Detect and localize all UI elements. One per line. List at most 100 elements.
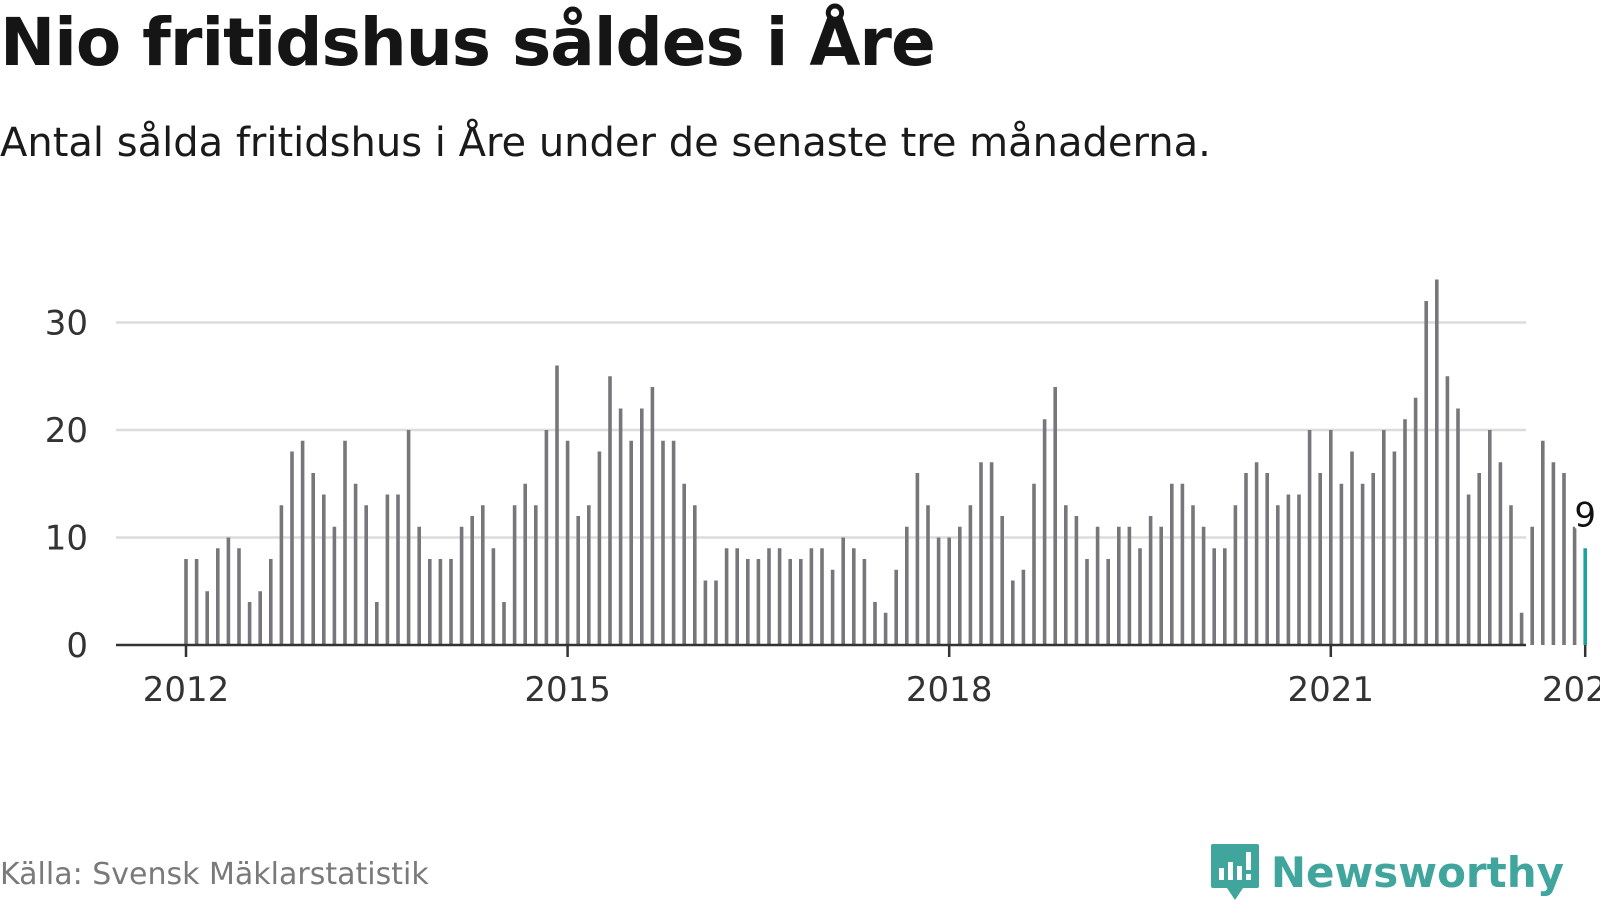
x-tick-label: 2023	[1542, 670, 1600, 710]
bar	[290, 451, 294, 645]
highlight-value-label: 9	[1574, 495, 1596, 535]
bar	[300, 440, 305, 645]
bar	[629, 440, 633, 645]
bar	[1413, 397, 1418, 645]
x-tick-label: 2012	[143, 670, 230, 710]
x-tick-label: 2015	[524, 670, 611, 710]
bar	[862, 559, 867, 645]
bar	[1085, 559, 1089, 645]
bar	[237, 548, 241, 645]
bar	[1339, 483, 1344, 645]
bar	[1509, 505, 1513, 645]
bar	[1159, 526, 1163, 645]
bar	[947, 537, 951, 645]
bar	[1435, 279, 1439, 645]
bar	[724, 548, 729, 645]
bar	[396, 494, 400, 645]
bar	[406, 430, 411, 645]
bar	[968, 505, 973, 645]
bar	[194, 559, 199, 645]
y-tick-label: 20	[45, 411, 88, 451]
bar	[1106, 559, 1110, 645]
y-tick-label: 10	[45, 519, 88, 559]
x-tick-label: 2018	[906, 670, 993, 710]
bar	[438, 559, 443, 645]
bar	[799, 559, 803, 645]
bar-highlight	[1583, 548, 1587, 645]
bar	[1382, 430, 1386, 645]
bar	[544, 430, 549, 645]
bar	[703, 580, 708, 645]
bar	[1392, 451, 1397, 645]
bar	[926, 505, 930, 645]
bar	[481, 505, 485, 645]
bar	[364, 505, 368, 645]
bar	[1551, 462, 1556, 645]
bar	[661, 440, 665, 645]
bar	[883, 612, 888, 645]
bar	[343, 440, 347, 645]
bar	[682, 483, 686, 645]
bar	[820, 548, 824, 645]
bar	[894, 569, 898, 645]
bar	[1403, 419, 1407, 645]
bar	[1244, 473, 1248, 645]
bar	[905, 526, 909, 645]
bar	[936, 537, 941, 645]
bar	[1042, 419, 1047, 645]
bar	[1297, 494, 1301, 645]
bar	[459, 526, 464, 645]
bar	[1117, 526, 1121, 645]
bar	[788, 559, 792, 645]
labels: 0 10 20 30 2012 2015 2018 2021 2023 9	[45, 304, 1600, 711]
bar	[1095, 526, 1100, 645]
bar	[205, 591, 209, 645]
bar	[576, 516, 580, 645]
bar	[491, 548, 496, 645]
y-tick-label: 0	[66, 626, 88, 666]
bar	[767, 548, 771, 645]
bar	[1201, 526, 1206, 645]
bar	[671, 440, 676, 645]
bar	[1456, 408, 1460, 645]
bar	[650, 387, 655, 645]
bar	[1032, 483, 1036, 645]
bar	[247, 602, 252, 645]
bar	[311, 473, 315, 645]
brand-logo: Newsworthy	[1209, 842, 1564, 902]
bar	[1318, 473, 1322, 645]
bar	[1477, 473, 1481, 645]
gridlines	[116, 321, 1526, 539]
bar	[1329, 430, 1333, 645]
bar	[1276, 505, 1280, 645]
bar	[555, 365, 559, 645]
bar	[618, 408, 623, 645]
bar	[226, 537, 231, 645]
bar	[1360, 483, 1365, 645]
bar	[1307, 430, 1312, 645]
bar	[1053, 387, 1057, 645]
bar	[1021, 569, 1026, 645]
bar	[746, 559, 750, 645]
bar	[693, 505, 697, 645]
bar	[1562, 473, 1566, 645]
bar	[523, 483, 527, 645]
bar	[279, 505, 284, 645]
axes	[116, 643, 1587, 657]
bar	[1541, 440, 1545, 645]
bar	[184, 559, 188, 645]
bar	[1466, 494, 1471, 645]
bar	[1233, 505, 1238, 645]
bar	[958, 526, 962, 645]
bar	[873, 602, 877, 645]
bar	[979, 462, 983, 645]
bar	[1498, 462, 1503, 645]
y-tick-label: 30	[45, 304, 88, 344]
bar	[1011, 580, 1015, 645]
bar	[385, 494, 390, 645]
bar	[1148, 516, 1153, 645]
bar	[1180, 483, 1185, 645]
brand-name: Newsworthy	[1270, 847, 1564, 897]
bar	[565, 440, 570, 645]
